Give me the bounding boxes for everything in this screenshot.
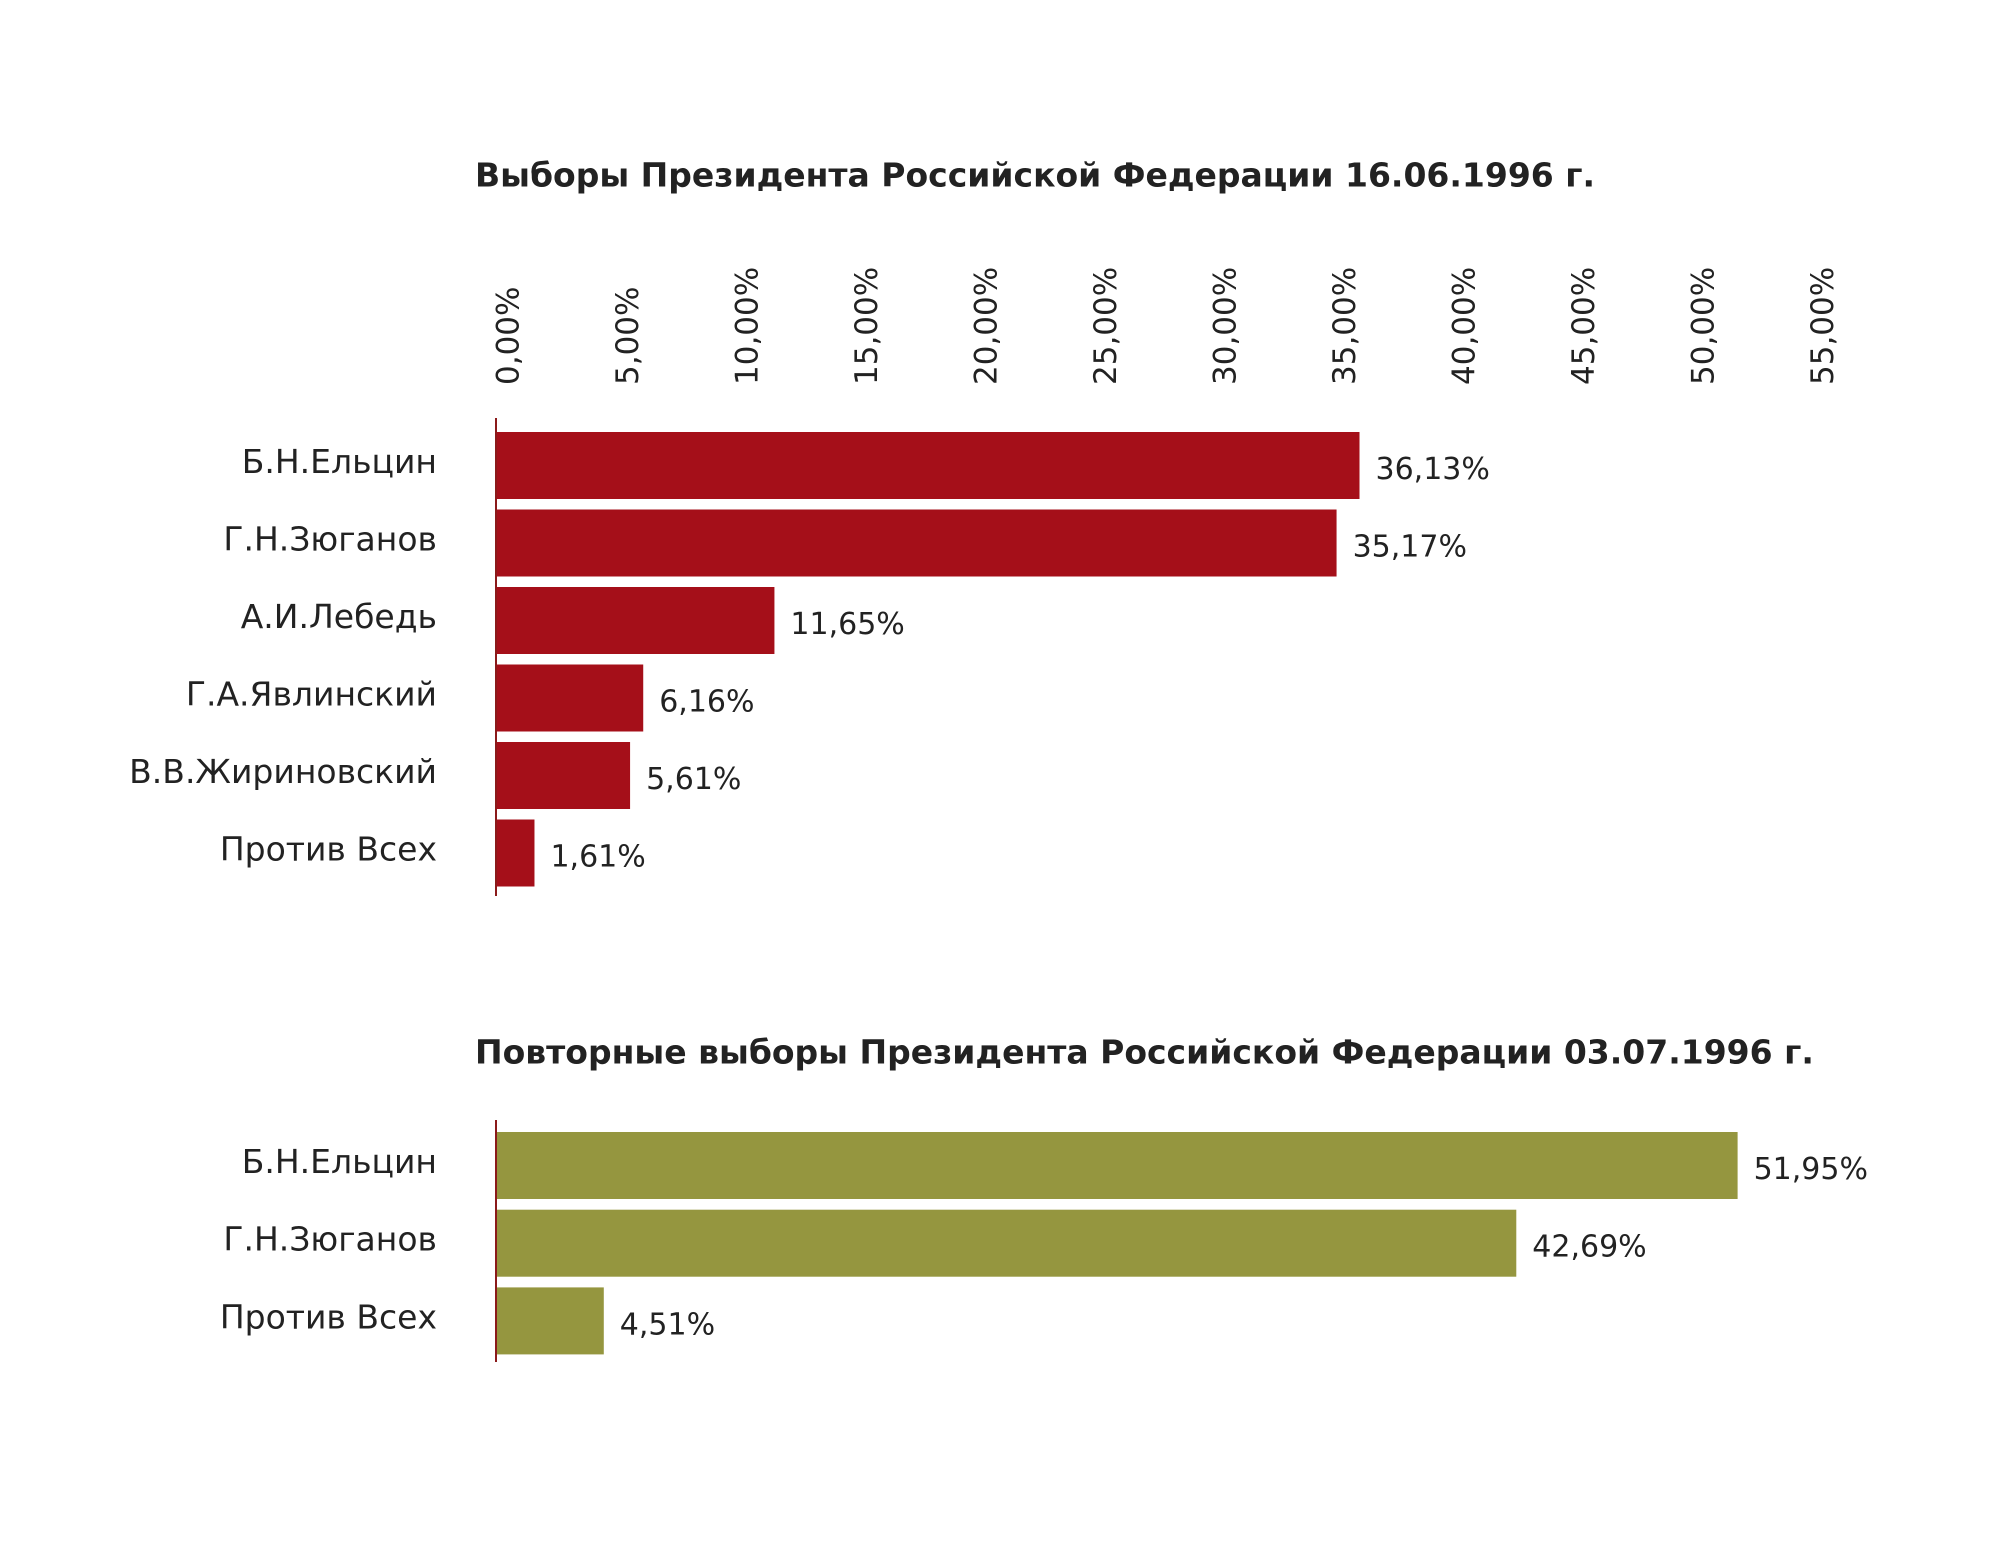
- category-label: Против Всех: [220, 1297, 437, 1336]
- value-label: 42,69%: [1532, 1230, 1646, 1265]
- x-tick-label: 50,00%: [1686, 267, 1722, 385]
- value-label: 51,95%: [1754, 1152, 1868, 1187]
- value-label: 6,16%: [659, 685, 754, 720]
- bar: [496, 819, 535, 887]
- category-label: Г.Н.Зюганов: [223, 520, 437, 559]
- value-label: 5,61%: [646, 762, 741, 797]
- x-tick-label: 5,00%: [610, 287, 646, 385]
- value-label: 36,13%: [1376, 452, 1490, 487]
- bar: [496, 664, 644, 732]
- bar: [496, 509, 1337, 577]
- bar: [496, 1287, 604, 1355]
- x-tick-label: 10,00%: [730, 267, 766, 385]
- x-tick-label: 30,00%: [1208, 267, 1244, 385]
- x-tick-label: 20,00%: [969, 267, 1005, 385]
- value-label: 11,65%: [790, 607, 904, 642]
- category-label: Б.Н.Ельцин: [242, 442, 437, 481]
- value-label: 35,17%: [1353, 530, 1467, 565]
- bar: [496, 1209, 1517, 1277]
- chart-title: Выборы Президента Российской Федерации 1…: [475, 156, 1595, 195]
- x-tick-label: 55,00%: [1805, 267, 1841, 385]
- bar: [496, 742, 631, 809]
- x-tick-label: 0,00%: [491, 287, 527, 385]
- category-label: Г.А.Явлинский: [186, 675, 437, 714]
- value-label: 4,51%: [620, 1307, 715, 1342]
- category-label: Б.Н.Ельцин: [242, 1142, 437, 1181]
- category-label: Г.Н.Зюганов: [223, 1220, 437, 1259]
- x-tick-label: 25,00%: [1088, 267, 1124, 385]
- category-label: А.И.Лебедь: [241, 597, 437, 636]
- x-tick-label: 15,00%: [849, 267, 885, 385]
- category-label: В.В.Жириновский: [129, 752, 437, 791]
- category-label: Против Всех: [220, 830, 437, 869]
- value-label: 1,61%: [550, 840, 645, 875]
- chart-title: Повторные выборы Президента Российской Ф…: [475, 1033, 1814, 1072]
- x-tick-label: 40,00%: [1447, 267, 1483, 385]
- bar: [496, 432, 1360, 499]
- x-tick-label: 45,00%: [1566, 267, 1602, 385]
- x-tick-label: 35,00%: [1327, 267, 1363, 385]
- bar: [496, 1132, 1738, 1199]
- bar: [496, 587, 775, 654]
